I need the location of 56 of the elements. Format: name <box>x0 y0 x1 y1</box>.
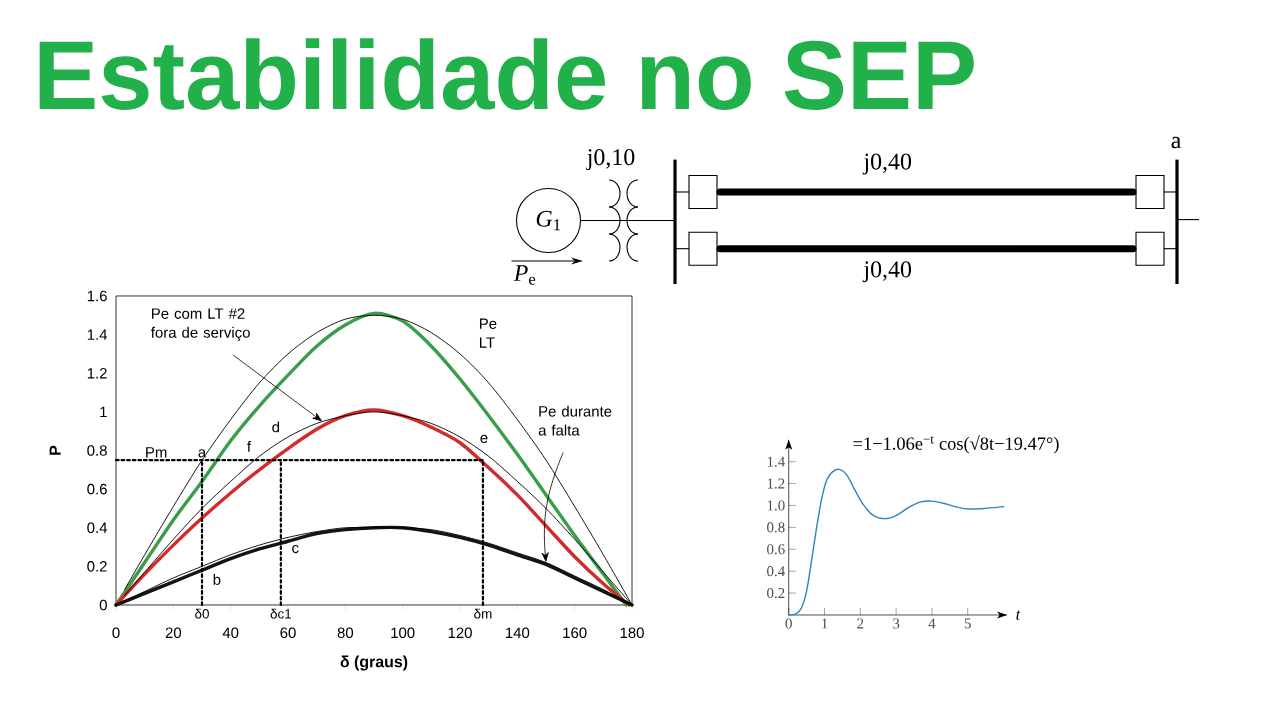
y-tick-label: 0.2 <box>87 561 107 572</box>
y-tick-label: 1.6 <box>87 290 107 302</box>
x-tick-label: 20 <box>165 627 182 639</box>
annotation: a <box>198 449 207 458</box>
annotation: Pe com LT #2 fora de serviço <box>151 308 250 341</box>
y-tick-label: 0.6 <box>87 483 107 495</box>
y-tick-label: 0 <box>99 599 107 611</box>
y-tick-label: 0.4 <box>767 566 785 577</box>
x-axis-title: δ (graus) <box>340 655 408 671</box>
x-tick-label: 3 <box>893 618 900 629</box>
annotation: e <box>480 434 488 444</box>
x-tick-label: 5 <box>964 618 971 629</box>
annotation: δ0 <box>195 608 209 619</box>
x-tick-label: 160 <box>563 627 587 639</box>
text: j0,10 <box>586 149 635 171</box>
chart-title: =1−1.06e$^{−t}$ cos(√8t−19.47°) <box>853 435 1059 454</box>
y-tick-label: 1.4 <box>767 456 785 467</box>
y-tick-label: 0.4 <box>87 522 108 534</box>
text: j0,40 <box>862 261 912 283</box>
x-axis-title: t <box>1016 610 1021 620</box>
annotation: c <box>292 544 299 554</box>
y-tick-label: 1.2 <box>87 368 107 379</box>
annotation: δm <box>474 608 492 619</box>
annotation: δc1 <box>270 608 292 619</box>
y-tick-label: 1.4 <box>87 329 108 340</box>
x-tick-label: 40 <box>222 627 239 639</box>
x-tick-label: 180 <box>620 627 644 639</box>
y-tick-label: 1 <box>100 406 107 417</box>
annotation: d <box>272 421 280 433</box>
x-tick-label: 140 <box>506 627 530 639</box>
annotation: Pe LT <box>479 318 497 348</box>
x-tick-label: 0 <box>785 618 792 629</box>
y-tick-label: 1.0 <box>767 500 785 511</box>
x-tick-label: 120 <box>448 627 472 639</box>
y-tick-label: 0.8 <box>87 445 107 456</box>
text: j0,40 <box>862 153 912 175</box>
chart-title: Estabilidade no SEP <box>39 38 974 110</box>
x-tick-label: 2 <box>857 618 864 629</box>
x-tick-label: 0 <box>112 627 120 639</box>
y-tick-label: 0.2 <box>767 588 785 599</box>
annotation: b <box>213 573 221 585</box>
x-tick-label: 80 <box>337 627 354 639</box>
y-axis-title: P <box>49 445 61 455</box>
x-tick-label: 1 <box>822 618 828 629</box>
x-tick-label: 100 <box>391 627 415 639</box>
y-tick-label: 1.2 <box>767 478 785 489</box>
text: P$_{e}$ <box>513 265 536 285</box>
y-tick-label: 0.8 <box>767 522 785 533</box>
y-tick-label: 0.6 <box>767 544 785 555</box>
annotation: f <box>247 440 252 452</box>
text: a <box>1171 136 1181 149</box>
annotation: Pe durante a falta <box>538 405 612 436</box>
text: G$_{1}$ <box>536 210 561 231</box>
annotation: Pm <box>146 447 167 458</box>
x-tick-label: 4 <box>928 618 936 629</box>
x-tick-label: 60 <box>280 627 296 639</box>
